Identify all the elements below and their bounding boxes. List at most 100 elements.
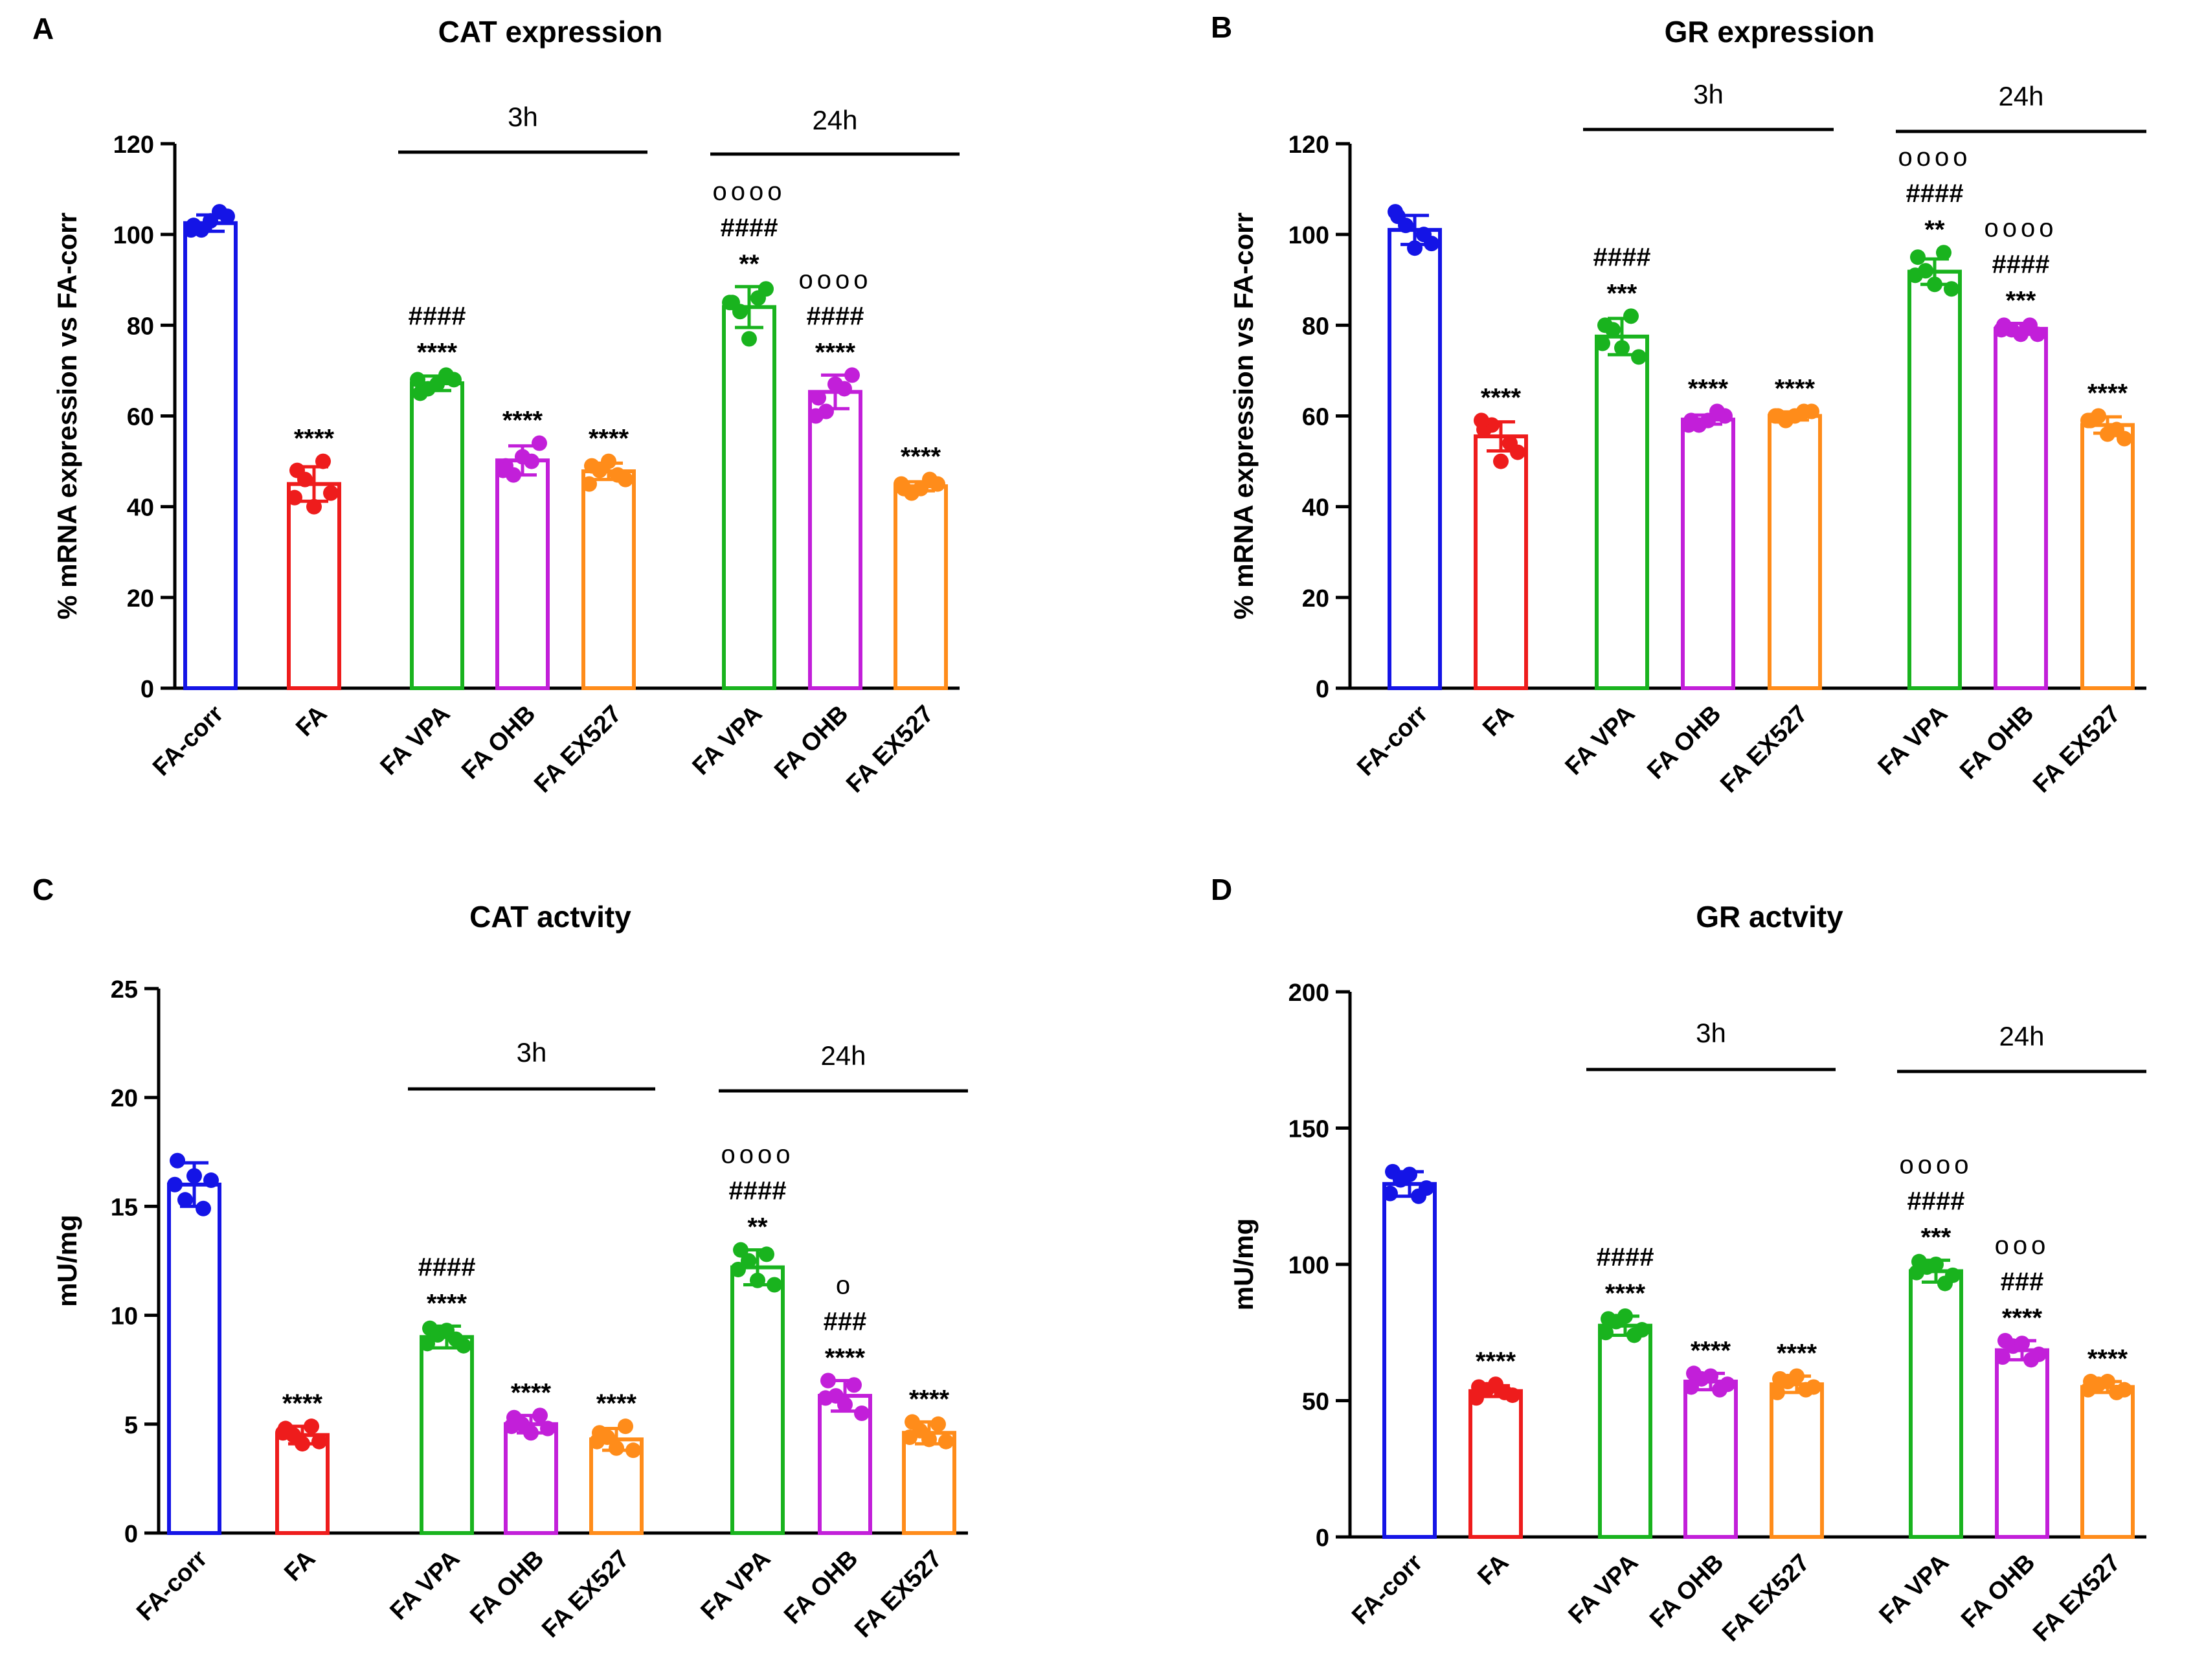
group-label: 24h <box>1998 81 2043 111</box>
bar <box>1388 228 1442 690</box>
bar <box>1598 1323 1652 1539</box>
x-tick-label: FA VPA <box>696 1545 776 1626</box>
data-point <box>532 435 547 451</box>
bar <box>1994 326 2048 690</box>
significance-label: ### <box>2001 1268 2044 1296</box>
chart-title: CAT actvity <box>469 900 631 934</box>
significance-label: **** <box>502 407 543 435</box>
significance-label: **** <box>294 425 335 453</box>
y-tick-label: 5 <box>124 1412 138 1439</box>
x-tick-label: FA VPA <box>1874 1549 1955 1630</box>
group-label: 24h <box>820 1040 866 1071</box>
data-point <box>921 1431 937 1448</box>
significance-label: #### <box>1593 243 1651 271</box>
significance-label: #### <box>409 302 466 330</box>
data-point <box>2013 326 2029 342</box>
data-point <box>420 1336 435 1352</box>
significance-label: **** <box>2087 379 2128 408</box>
x-tick-label: FA OHB <box>1956 1549 2040 1633</box>
data-point <box>515 449 530 465</box>
data-point <box>808 408 824 424</box>
x-tick-label: FA EX527 <box>2028 1549 2126 1647</box>
data-point <box>315 453 331 469</box>
significance-label: o <box>836 1271 854 1300</box>
x-tick-label: FA VPA <box>1564 1549 1644 1630</box>
data-point <box>1928 1257 1944 1272</box>
data-point <box>1700 412 1716 429</box>
x-tick-label: FA OHB <box>769 700 853 785</box>
significance-label: ooo <box>1995 1231 2050 1260</box>
y-tick-label: 20 <box>111 1085 138 1112</box>
bar <box>808 390 862 690</box>
data-point <box>1398 218 1413 234</box>
bar <box>1681 418 1735 691</box>
data-point <box>2080 1382 2096 1398</box>
y-tick-label: 0 <box>1316 1525 1329 1552</box>
significance-label: **** <box>2002 1304 2043 1332</box>
data-point <box>811 390 826 406</box>
y-tick-label: 0 <box>1316 676 1329 703</box>
bar <box>1468 1389 1523 1539</box>
y-axis-label: % mRNA expression vs FA-corr <box>52 212 82 620</box>
bar <box>730 1265 785 1536</box>
data-point <box>287 489 302 506</box>
data-point <box>1407 240 1423 256</box>
significance-label: **** <box>589 425 629 453</box>
x-tick-label: FA OHB <box>456 700 541 785</box>
data-point <box>504 1418 519 1435</box>
y-tick-label: 60 <box>1302 404 1329 431</box>
x-tick-label: FA VPA <box>1560 700 1641 781</box>
data-point <box>1388 204 1403 220</box>
x-tick-label: FA OHB <box>465 1545 549 1630</box>
group-label: 3h <box>508 102 538 132</box>
significance-label: **** <box>2087 1345 2128 1373</box>
y-tick-label: 80 <box>127 313 154 340</box>
x-tick-label: FA <box>1472 1549 1514 1591</box>
y-tick-label: 40 <box>127 495 154 522</box>
y-tick-label: 100 <box>1288 222 1329 249</box>
data-point <box>733 1242 748 1258</box>
data-point <box>589 1433 605 1450</box>
data-point <box>1936 245 1951 261</box>
panel-letter: A <box>32 12 54 45</box>
significance-label: oooo <box>1898 143 1972 172</box>
data-point <box>741 331 757 347</box>
group-label: 24h <box>812 105 857 135</box>
data-point <box>2014 1336 2030 1352</box>
y-tick-label: 120 <box>113 131 154 159</box>
data-point <box>913 480 928 497</box>
panel-a: A CAT expression 0 20 40 60 80 100 120 % mRNA exp… <box>32 12 960 798</box>
data-point <box>1789 1368 1805 1384</box>
data-point <box>186 1168 202 1184</box>
y-tick-label: 100 <box>1288 1252 1329 1279</box>
data-point <box>827 376 843 392</box>
significance-label: #### <box>1907 1187 1965 1216</box>
bar <box>581 469 636 690</box>
chart-title: CAT expression <box>438 15 663 49</box>
data-point <box>183 222 199 238</box>
significance-label: **** <box>1481 384 1522 412</box>
bar <box>2080 423 2135 690</box>
data-point <box>2080 412 2096 429</box>
bar <box>1909 1269 1963 1540</box>
y-tick-label: 40 <box>1302 495 1329 522</box>
significance-label: ** <box>1924 216 1945 244</box>
significance-label: ### <box>824 1308 867 1336</box>
x-tick-label: FA-corr <box>131 1545 212 1626</box>
data-point <box>1382 1185 1398 1202</box>
data-point <box>170 1152 185 1169</box>
data-point <box>439 1323 455 1339</box>
bar <box>1474 434 1528 690</box>
group-label: 3h <box>1696 1018 1726 1048</box>
x-tick-label: FA-corr <box>148 700 229 781</box>
y-axis-label: mU/mg <box>52 1215 82 1306</box>
data-point <box>1681 417 1696 433</box>
significance-label: **** <box>511 1378 552 1407</box>
y-tick-label: 150 <box>1288 1116 1329 1143</box>
bar <box>420 1335 474 1535</box>
significance-label: oooo <box>799 265 872 294</box>
bar <box>2080 1385 2135 1539</box>
data-point <box>750 290 766 306</box>
significance-label: **** <box>282 1389 323 1418</box>
